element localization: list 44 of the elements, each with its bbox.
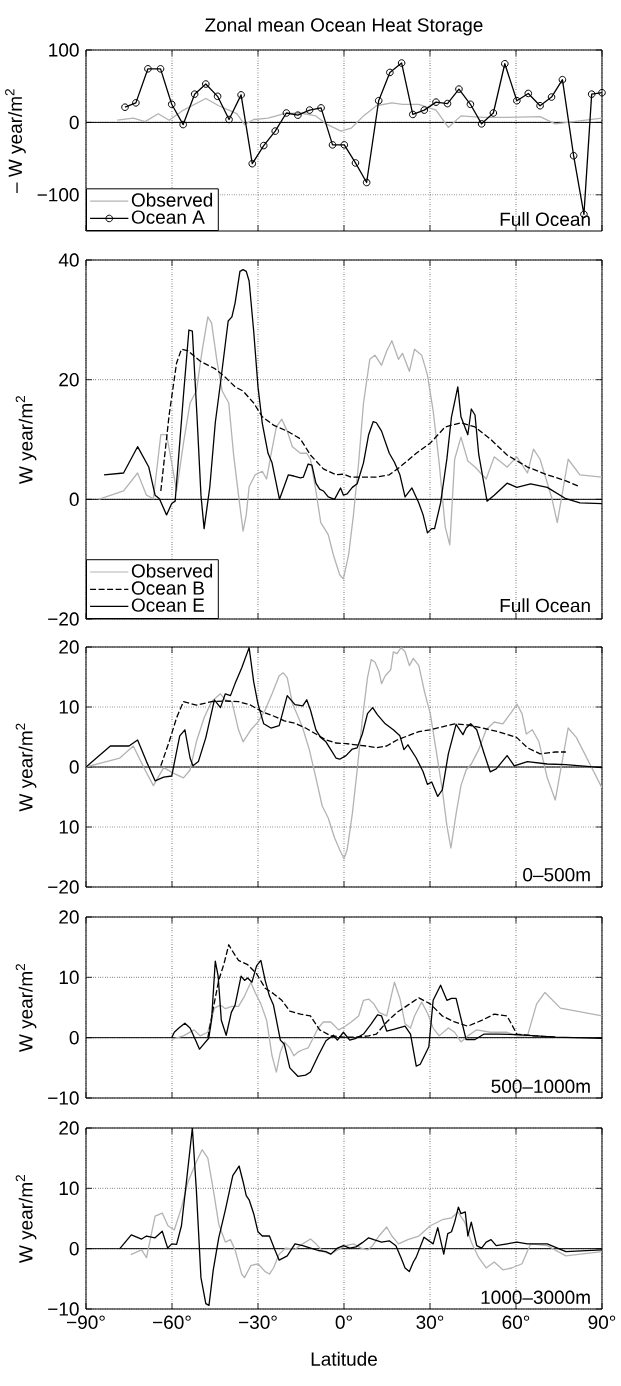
legend-label: Ocean A <box>131 210 205 224</box>
y-tick-label: 20 <box>59 640 79 654</box>
y-tick-label: 20 <box>59 910 79 924</box>
y-tick-label: 10 <box>59 970 79 985</box>
legend-label: Observed <box>131 192 213 207</box>
y-axis-title: – W year/m$^{2}$ <box>5 89 26 194</box>
y-tick-label: −10 <box>48 1091 79 1105</box>
y-tick-label: 10 <box>59 820 79 834</box>
annotation: Full Ocean <box>500 212 590 226</box>
y-tick-label: 0 <box>69 760 79 774</box>
y-tick-label: 0 <box>69 1241 79 1256</box>
y-axis-title: W year/m$^{2}$ <box>15 964 37 1053</box>
y-axis-title: W year/m$^{2}$ <box>15 723 37 812</box>
annotation: 0–500m <box>523 867 590 882</box>
annotation: 500–1000m <box>491 1079 590 1094</box>
annotation: Full Ocean <box>500 598 590 613</box>
x-tick-label: 0° <box>335 1315 352 1329</box>
legend-label: Ocean E <box>131 598 205 612</box>
y-tick-label: −20 <box>48 612 79 626</box>
x-tick-label: −30° <box>239 1315 277 1329</box>
x-tick-label: 90° <box>588 1315 616 1329</box>
y-tick-label: 40 <box>58 253 79 267</box>
y-tick-label: 10 <box>59 700 79 714</box>
x-tick-label: −60° <box>153 1315 191 1329</box>
chart-title: Zonal mean Ocean Heat Storage <box>205 17 483 36</box>
y-tick-label: −100 <box>37 188 79 202</box>
y-tick-label: 20 <box>59 1121 79 1135</box>
y-tick-label: 0 <box>69 115 79 130</box>
legend-label: Observed <box>131 563 213 578</box>
y-tick-label: 20 <box>59 372 79 387</box>
x-tick-label: −90° <box>67 1315 105 1329</box>
legend-label: Ocean B <box>131 581 204 595</box>
y-axis-title: W year/m$^{2}$ <box>15 396 37 485</box>
annotation: 1000–3000m <box>481 1290 590 1305</box>
y-axis-title: W year/m$^{2}$ <box>15 1175 37 1264</box>
y-tick-label: 0 <box>69 1030 79 1045</box>
y-tick-label: 0 <box>69 492 79 507</box>
y-tick-label: −20 <box>48 880 79 894</box>
y-tick-label: 10 <box>59 1181 79 1196</box>
x-tick-label: 60° <box>502 1315 530 1329</box>
x-axis-title: Latitude <box>311 1351 377 1366</box>
y-tick-label: 100 <box>49 43 79 57</box>
x-tick-label: 30° <box>416 1315 444 1329</box>
y-tick-label: −10 <box>48 1302 79 1316</box>
